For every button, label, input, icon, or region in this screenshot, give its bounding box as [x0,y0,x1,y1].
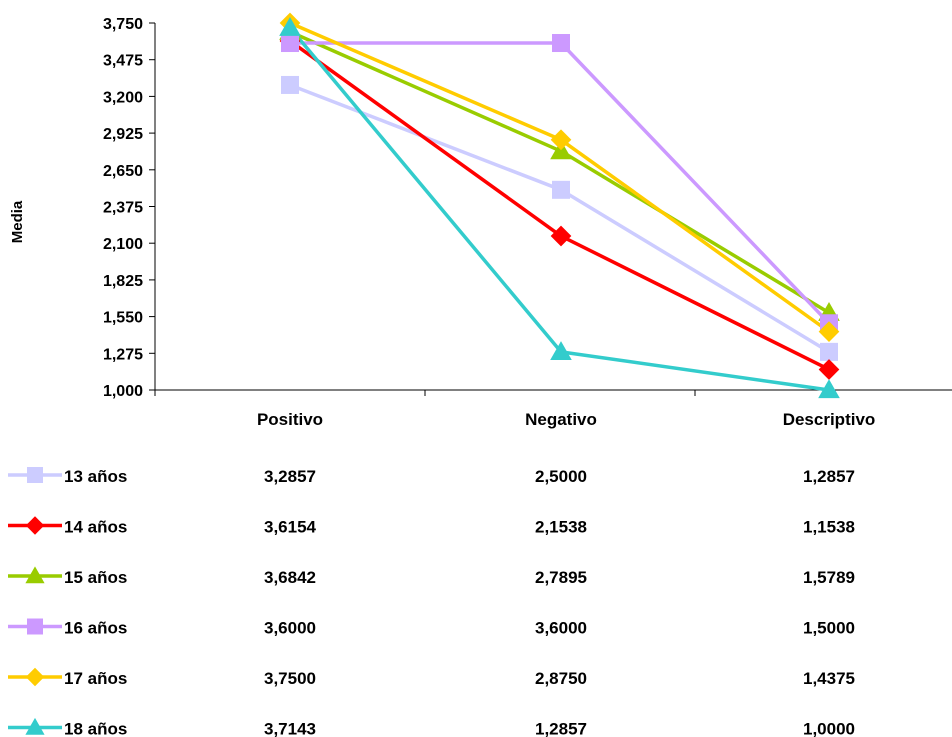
data-point [279,16,301,36]
y-tick-label: 3,750 [103,16,143,33]
y-tick-label: 1,000 [103,383,143,400]
table-cell-value: 1,5000 [803,619,855,638]
legend-label: 15 años [64,568,127,587]
table-cell-value: 1,5789 [803,568,855,587]
x-tick-label: Descriptivo [783,410,876,429]
data-point [550,341,572,360]
y-tick-label: 2,375 [103,200,143,217]
y-tick-label: 2,650 [103,163,143,180]
x-tick-label: Positivo [257,410,323,429]
y-tick-label: 3,200 [103,89,143,106]
table-cell-value: 3,6154 [264,518,317,537]
table-cell-value: 3,7500 [264,669,316,688]
data-point [552,180,570,199]
y-tick-label: 1,275 [103,346,143,363]
legend-swatch-marker [25,667,45,687]
data-point [818,359,840,380]
data-table: 13 años 3,2857 2,5000 1,2857 14 años 3,6154 2,… [8,467,855,737]
legend-label: 18 años [64,720,127,737]
legend-label: 14 años [64,518,127,537]
legend-swatch-marker [27,467,43,483]
legend-swatch-marker [25,566,45,584]
series-line [288,26,830,392]
chart-series-lines [288,21,831,392]
data-point [818,379,840,399]
data-point [550,129,572,151]
series-line [289,30,830,315]
chart-markers [279,12,840,399]
data-point [281,75,299,94]
legend-swatch-marker [25,516,45,535]
table-cell-value: 2,8750 [535,669,587,688]
table-cell-value: 1,4375 [803,669,855,688]
table-cell-value: 3,7143 [264,720,316,737]
data-point [281,34,299,53]
data-point [818,321,840,342]
legend-label: 17 años [64,669,127,688]
series-line [288,39,830,372]
legend-swatch-marker [27,618,43,635]
table-cell-value: 2,7895 [535,568,587,587]
table-cell-value: 1,1538 [803,518,855,537]
table-cell-value: 1,2857 [535,720,587,737]
legend-label: 16 años [64,619,127,638]
table-cell-value: 3,6000 [535,619,587,638]
chart-axes: 3,750 3,475 3,200 2,925 2,650 2,375 2,100 1,825… [103,16,952,429]
y-tick-label: 1,550 [103,310,143,327]
y-axis-label: Media [9,200,26,243]
table-cell-value: 3,6842 [264,568,316,587]
legend-label: 13 años [64,467,127,486]
data-point [552,34,570,53]
legend-swatch-marker [25,717,45,735]
y-tick-label: 2,100 [103,236,143,253]
data-point [820,342,838,361]
data-point [550,225,572,247]
y-tick-label: 2,925 [103,126,143,143]
table-cell-value: 3,2857 [264,467,316,486]
table-cell-value: 2,5000 [535,467,587,486]
y-tick-label: 1,825 [103,273,143,290]
table-cell-value: 3,6000 [264,619,316,638]
y-tick-label: 3,475 [103,53,143,70]
x-tick-label: Negativo [525,410,597,429]
table-cell-value: 1,2857 [803,467,855,486]
table-cell-value: 2,1538 [535,518,587,537]
table-cell-value: 1,0000 [803,720,855,737]
